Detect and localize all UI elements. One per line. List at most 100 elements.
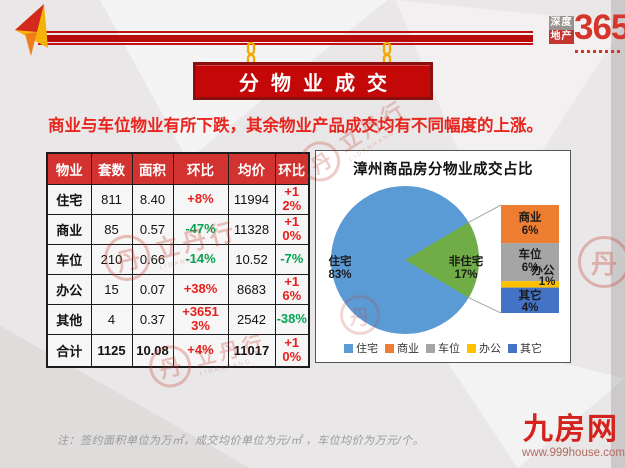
cell: 11017 <box>227 333 276 368</box>
col-header: 物业 <box>46 152 92 185</box>
legend-item: 办公 <box>467 340 501 356</box>
cell: 10.52 <box>227 243 276 275</box>
shendu-dichan-365-logo: 深度 地产 365 <box>549 8 625 53</box>
key-message: 商业与车位物业有所下跌，其余物业产品成交均有不同幅度的上涨。 <box>48 117 543 135</box>
table-row: 住宅 811 8.40 +8% 11994 +12% <box>46 183 310 215</box>
legend-label: 其它 <box>520 343 542 355</box>
cell: 办公 <box>46 273 92 305</box>
bar-segment-office <box>501 281 559 288</box>
section-title: 分物业成交 <box>239 72 399 95</box>
legend-label: 办公 <box>479 343 501 355</box>
cell: 8.40 <box>131 183 174 215</box>
table-row: 商业 85 0.57 -47% 11328 +10% <box>46 213 310 245</box>
col-header: 均价 <box>227 152 276 185</box>
cell: -38% <box>274 303 310 335</box>
cell: +12% <box>274 183 310 215</box>
legend-swatch <box>385 343 394 353</box>
cell: 811 <box>90 183 133 215</box>
footnote: 注：签约面积单位为万㎡，成交均价单位为元/㎡ ，车位均价为万元/个。 <box>57 435 425 447</box>
pie-slice-nonresidential <box>405 222 480 298</box>
cell: 商业 <box>46 213 92 245</box>
callout-line <box>468 297 502 314</box>
bar-label: 其它 <box>519 288 542 302</box>
cell: 4 <box>90 303 133 335</box>
jiufangwang-logo: 九房网 www.999house.com <box>522 413 625 460</box>
col-header: 套数 <box>90 152 133 185</box>
chart-title: 漳州商品房分物业成交占比 <box>353 162 533 178</box>
legend-swatch <box>508 343 517 353</box>
legend-label: 商业 <box>397 343 419 355</box>
logo-tagline-dots <box>575 50 621 53</box>
property-table: 物业 套数 面积 环比 均价 环比 住宅 811 8.40 +8% 11994 … <box>46 152 310 368</box>
cell: 1125 <box>90 333 133 368</box>
legend-item: 其它 <box>508 340 542 356</box>
bar-label-pct: 6% <box>522 262 539 274</box>
cell: 11994 <box>227 183 276 215</box>
cell: 0.66 <box>131 243 174 275</box>
callout-line <box>468 204 502 223</box>
cell: +10% <box>274 333 310 368</box>
cell: 10.08 <box>131 333 174 368</box>
cell: +36513% <box>172 303 229 335</box>
legend-label: 车位 <box>438 343 460 355</box>
cell: 合计 <box>46 333 92 368</box>
col-header: 环比 <box>172 152 229 185</box>
cell: 15 <box>90 273 133 305</box>
section-banner: 分物业成交 <box>193 62 433 100</box>
logo-tile-shendu: 深度 <box>549 16 574 30</box>
bar-label: 办公 <box>532 263 555 277</box>
legend-item: 车位 <box>426 340 460 356</box>
table-total-row: 合计 1125 10.08 +4% 11017 +10% <box>46 333 310 368</box>
legend-label: 住宅 <box>356 343 378 355</box>
jiufangwang-url: www.999house.com <box>522 447 625 459</box>
cell: -47% <box>172 213 229 245</box>
paper-plane-icon <box>15 4 48 56</box>
chart-panel: 漳州商品房分物业成交占比 住宅 83% 非住宅 17% 商业 6% 车位 6% … <box>315 150 571 363</box>
bar-label: 车位 <box>519 247 542 261</box>
bar-label-pct: 6% <box>522 225 539 237</box>
cell: 车位 <box>46 243 92 275</box>
bar-segment-other <box>501 287 559 313</box>
pie-label: 非住宅 <box>449 254 484 268</box>
bar-label: 商业 <box>519 210 542 224</box>
cell: +16% <box>274 273 310 305</box>
cell: 0.37 <box>131 303 174 335</box>
pie-of-pie-chart: 住宅 83% 非住宅 17% 商业 6% 车位 6% 办公 1% 其它 4% <box>328 186 559 334</box>
bar-label-pct: 1% <box>539 276 556 288</box>
cell: 0.57 <box>131 213 174 245</box>
pie-label: 住宅 <box>329 254 352 268</box>
jiufangwang-name: 九房网 <box>523 413 619 446</box>
bg-right-band <box>611 0 625 468</box>
lidanhang-watermark: 丹 <box>578 236 625 288</box>
col-header: 面积 <box>131 152 174 185</box>
legend-swatch <box>426 343 435 353</box>
legend-swatch <box>344 343 353 353</box>
col-header: 环比 <box>274 152 310 185</box>
cell: 其他 <box>46 303 92 335</box>
cell: 住宅 <box>46 183 92 215</box>
legend-item: 商业 <box>385 340 419 356</box>
bar-label-pct: 4% <box>522 302 539 314</box>
chart-legend: 住宅 商业 车位 办公 其它 <box>316 340 570 356</box>
cell: 8683 <box>227 273 276 305</box>
logo-tile-dichan: 地产 <box>549 30 574 44</box>
logo-tiles: 深度 地产 <box>549 16 574 44</box>
cell: 210 <box>90 243 133 275</box>
cell: -7% <box>274 243 310 275</box>
cell: +38% <box>172 273 229 305</box>
bar-segment-parking <box>501 243 559 282</box>
legend-item: 住宅 <box>344 340 378 356</box>
cell: 2542 <box>227 303 276 335</box>
table-header-row: 物业 套数 面积 环比 均价 环比 <box>46 152 310 185</box>
cell: 11328 <box>227 213 276 245</box>
legend-swatch <box>467 343 476 353</box>
cell: 0.07 <box>131 273 174 305</box>
pie-label-pct: 83% <box>328 269 351 281</box>
cell: 85 <box>90 213 133 245</box>
bar-segment-commercial <box>501 205 559 244</box>
header-rule <box>38 31 533 45</box>
table-row: 其他 4 0.37 +36513% 2542 -38% <box>46 303 310 335</box>
logo-365: 365 <box>574 8 625 47</box>
table-row: 车位 210 0.66 -14% 10.52 -7% <box>46 243 310 275</box>
